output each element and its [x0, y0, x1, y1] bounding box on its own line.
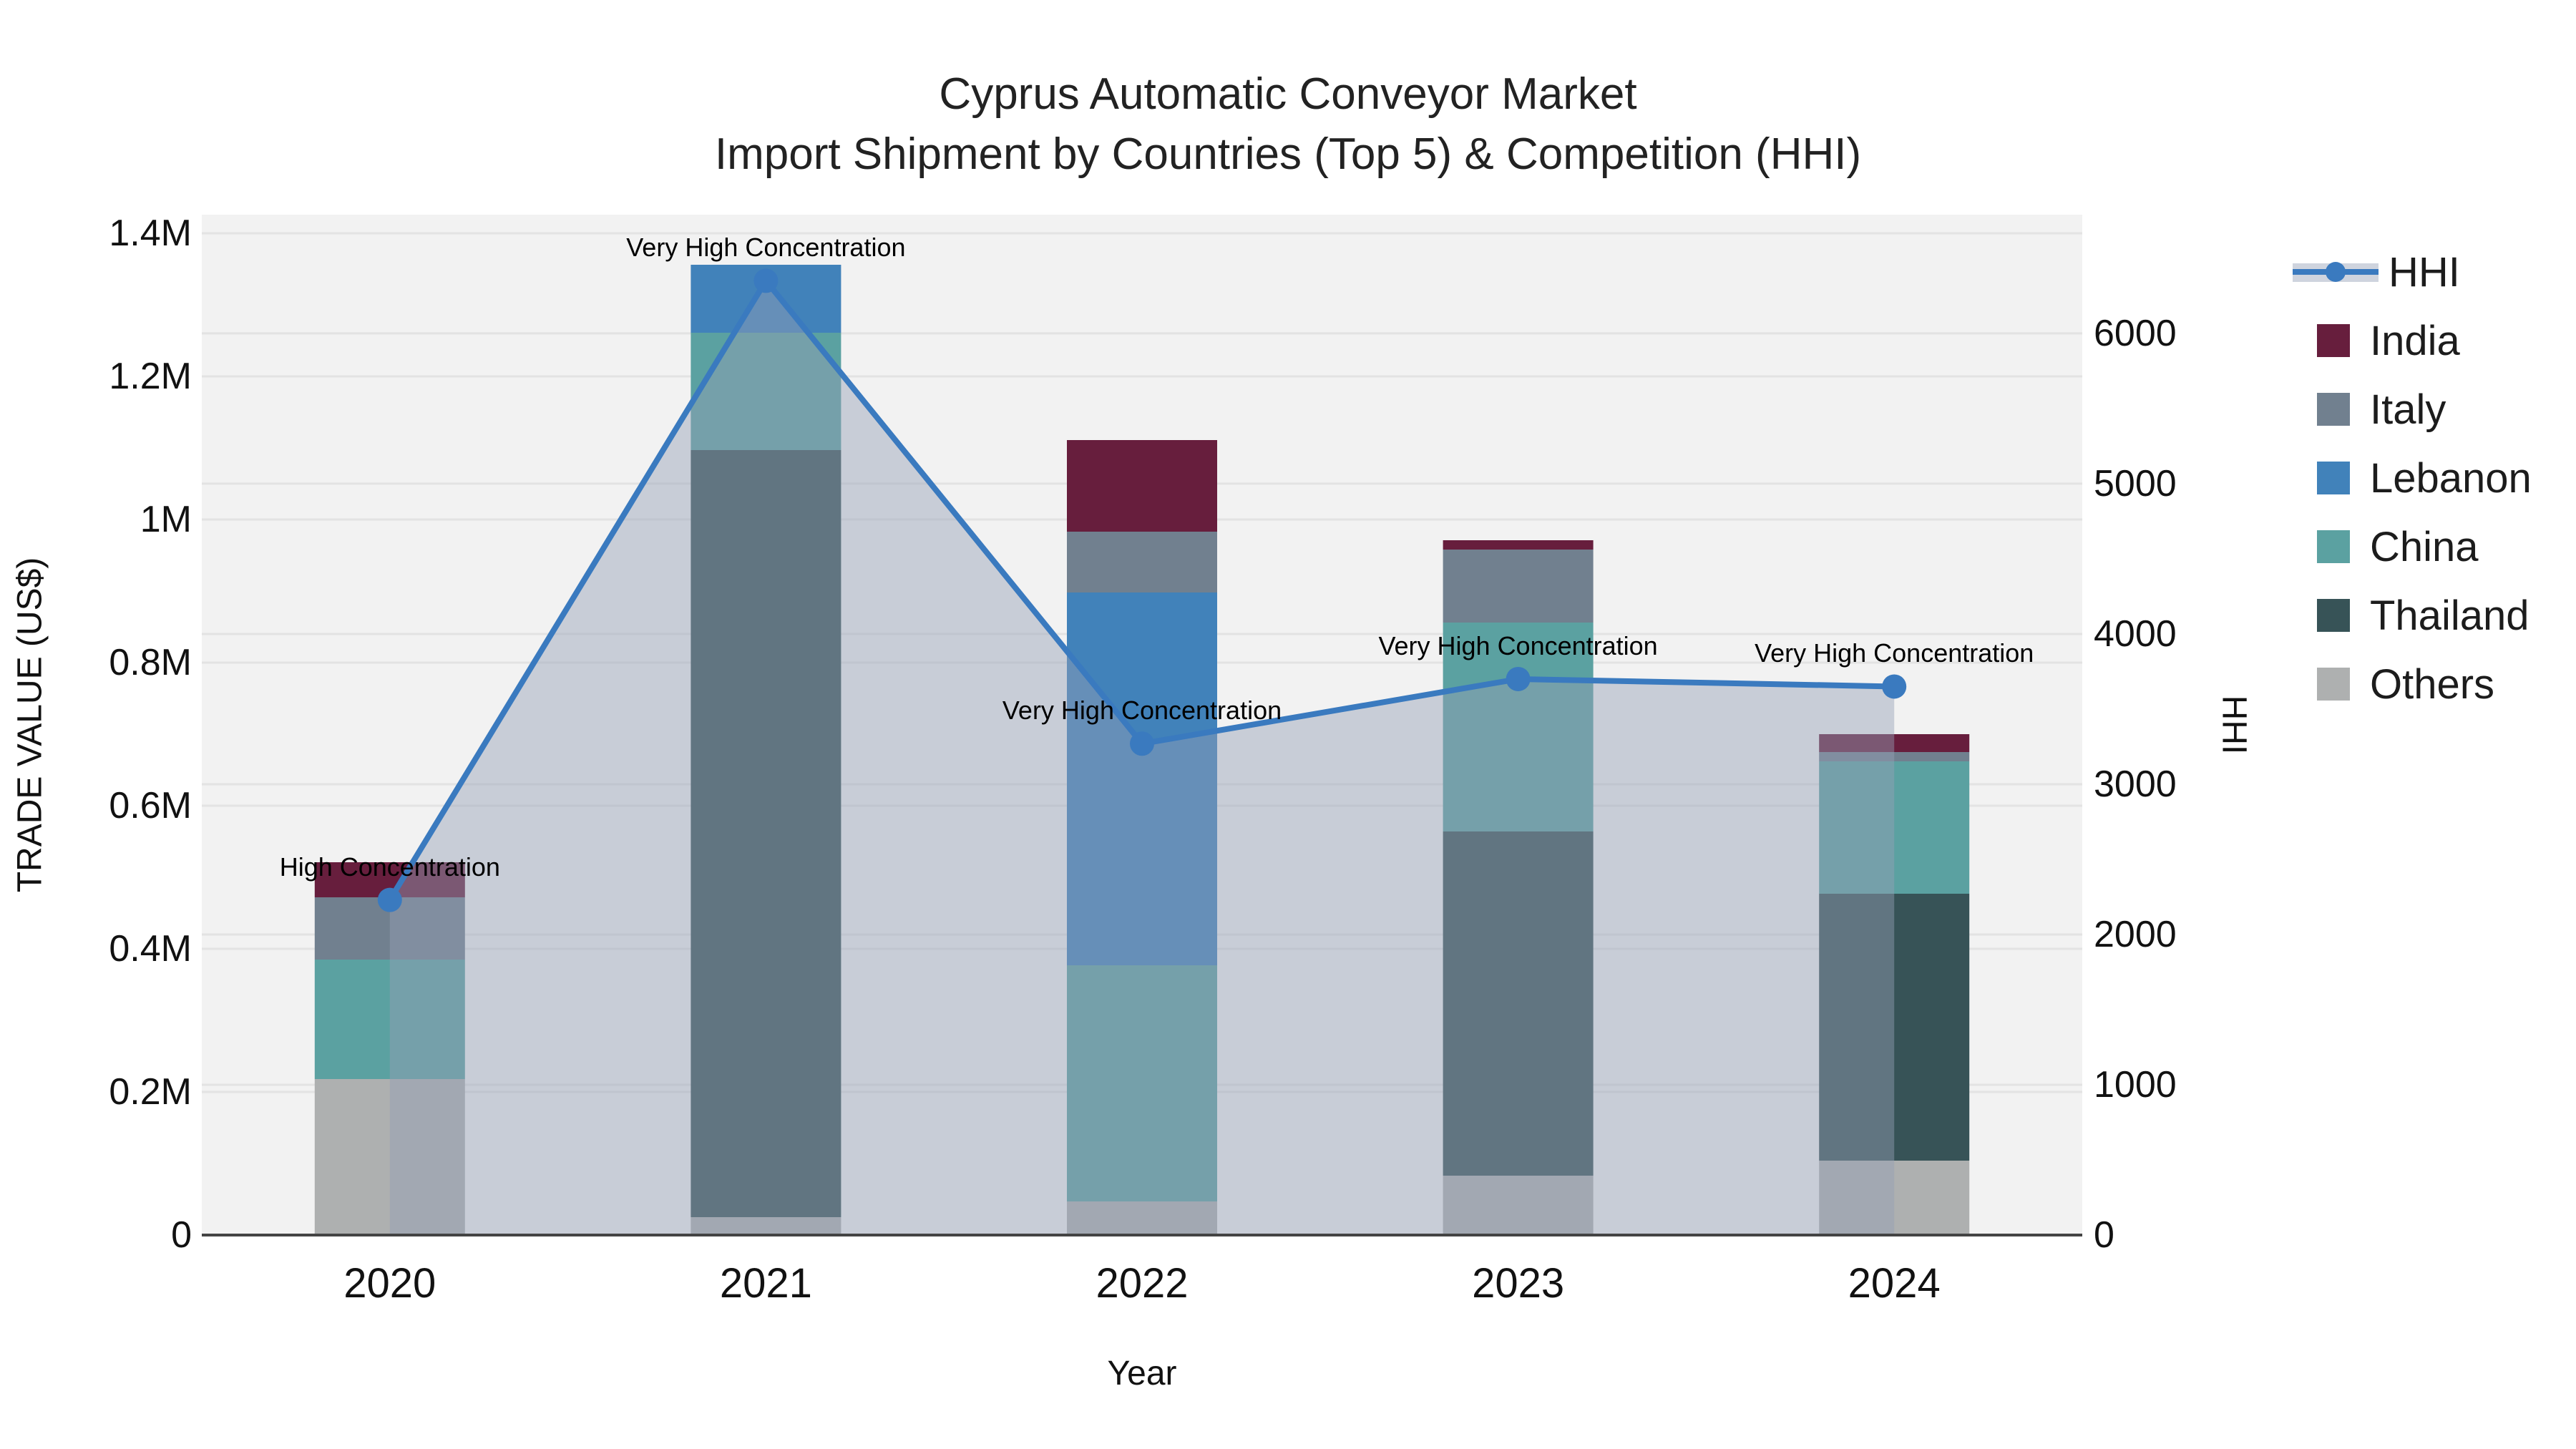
legend-item-lebanon[interactable]: Lebanon — [2317, 444, 2532, 512]
annotation-2023: Very High Concentration — [1378, 630, 1658, 660]
y-left-tick-0.2M: 0.2M — [109, 1071, 192, 1113]
legend-label-india: India — [2370, 317, 2460, 364]
bar-segment-italy-2022 — [1067, 532, 1217, 592]
annotation-2020: High Concentration — [279, 852, 500, 882]
bar-segment-china-2022 — [1067, 965, 1217, 1201]
bar-segment-others-2024 — [1819, 1161, 1970, 1235]
hhi-area-fill — [389, 280, 1895, 1235]
bar-segment-china-2020 — [314, 960, 465, 1079]
hhi-marker-2020 — [377, 887, 402, 912]
legend-label-others: Others — [2370, 660, 2495, 708]
hhi-line-sample-icon — [2293, 262, 2379, 282]
bar-segment-thailand-2023 — [1443, 831, 1594, 1176]
bar-segment-india-2024 — [1819, 734, 1970, 752]
bar-segment-india-2023 — [1443, 540, 1594, 550]
bar-segment-india-2022 — [1067, 440, 1217, 532]
legend-label-thailand: Thailand — [2370, 592, 2529, 639]
y-left-tick-0.8M: 0.8M — [109, 642, 192, 683]
annotation-2024: Very High Concentration — [1755, 638, 2034, 668]
hhi-marker-2024 — [1882, 674, 1907, 699]
y-right-tick-1000: 1000 — [2094, 1063, 2177, 1106]
y-axis-title-right: HHI — [2215, 695, 2253, 755]
legend-item-hhi[interactable]: HHI — [2293, 238, 2532, 306]
x-tick-2022: 2022 — [1096, 1260, 1189, 1307]
legend-swatch-thailand — [2317, 599, 2350, 632]
y-right-tick-0: 0 — [2094, 1214, 2114, 1256]
chart-title-line1: Cyprus Automatic Conveyor Market — [939, 69, 1637, 119]
bar-segment-china-2024 — [1819, 761, 1970, 894]
y-left-tick-0.4M: 0.4M — [109, 928, 192, 970]
y-left-tick-1M: 1M — [140, 499, 192, 540]
chart-title-line2: Import Shipment by Countries (Top 5) & C… — [714, 130, 1862, 179]
legend-swatch-lebanon — [2317, 462, 2350, 494]
bar-segment-lebanon-2022 — [1067, 592, 1217, 965]
bar-segment-italy-2024 — [1819, 752, 1970, 761]
bar-segment-others-2020 — [314, 1079, 465, 1235]
hhi-marker-2021 — [753, 268, 779, 293]
legend-item-china[interactable]: China — [2317, 512, 2532, 581]
legend-label-italy: Italy — [2370, 386, 2446, 433]
bar-segment-thailand-2024 — [1819, 894, 1970, 1161]
annotation-2021: Very High Concentration — [626, 233, 906, 263]
legend-swatch-italy — [2317, 393, 2350, 426]
bar-segment-italy-2023 — [1443, 550, 1594, 623]
legend-swatch-others — [2317, 668, 2350, 701]
bar-segment-china-2021 — [691, 333, 841, 450]
legend-label-hhi: HHI — [2389, 248, 2460, 296]
y-right-tick-2000: 2000 — [2094, 913, 2177, 955]
x-tick-2023: 2023 — [1472, 1260, 1565, 1307]
annotation-2022: Very High Concentration — [1002, 696, 1282, 726]
x-axis-title: Year — [1107, 1355, 1177, 1392]
legend-swatch-china — [2317, 530, 2350, 563]
legend-label-lebanon: Lebanon — [2370, 454, 2532, 502]
legend-item-india[interactable]: India — [2317, 306, 2532, 375]
x-tick-2020: 2020 — [343, 1260, 436, 1307]
hhi-marker-2022 — [1130, 731, 1154, 756]
legend-swatch-india — [2317, 324, 2350, 357]
y-left-tick-1.2M: 1.2M — [109, 356, 192, 397]
y-left-tick-0.6M: 0.6M — [109, 785, 192, 826]
legend-item-others[interactable]: Others — [2317, 650, 2532, 718]
legend-item-italy[interactable]: Italy — [2317, 375, 2532, 444]
legend-item-thailand[interactable]: Thailand — [2317, 581, 2532, 650]
y-axis-title-left: TRADE VALUE (US$) — [11, 557, 49, 893]
bar-segment-others-2022 — [1067, 1201, 1217, 1235]
bar-segment-thailand-2021 — [691, 450, 841, 1217]
bar-segment-others-2021 — [691, 1217, 841, 1235]
y-left-tick-0: 0 — [171, 1214, 192, 1256]
x-tick-2024: 2024 — [1848, 1260, 1941, 1307]
y-right-tick-4000: 4000 — [2094, 613, 2177, 655]
bar-segment-others-2023 — [1443, 1176, 1594, 1235]
y-right-tick-6000: 6000 — [2094, 312, 2177, 354]
legend-label-china: China — [2370, 523, 2479, 570]
hhi-marker-2023 — [1506, 666, 1531, 691]
y-right-tick-3000: 3000 — [2094, 763, 2177, 805]
bar-segment-china-2023 — [1443, 623, 1594, 831]
y-right-tick-5000: 5000 — [2094, 462, 2177, 504]
x-tick-2021: 2021 — [719, 1260, 812, 1307]
legend: HHI India Italy Lebanon China Thailand Others — [2293, 238, 2532, 718]
y-left-tick-1.4M: 1.4M — [109, 213, 192, 254]
